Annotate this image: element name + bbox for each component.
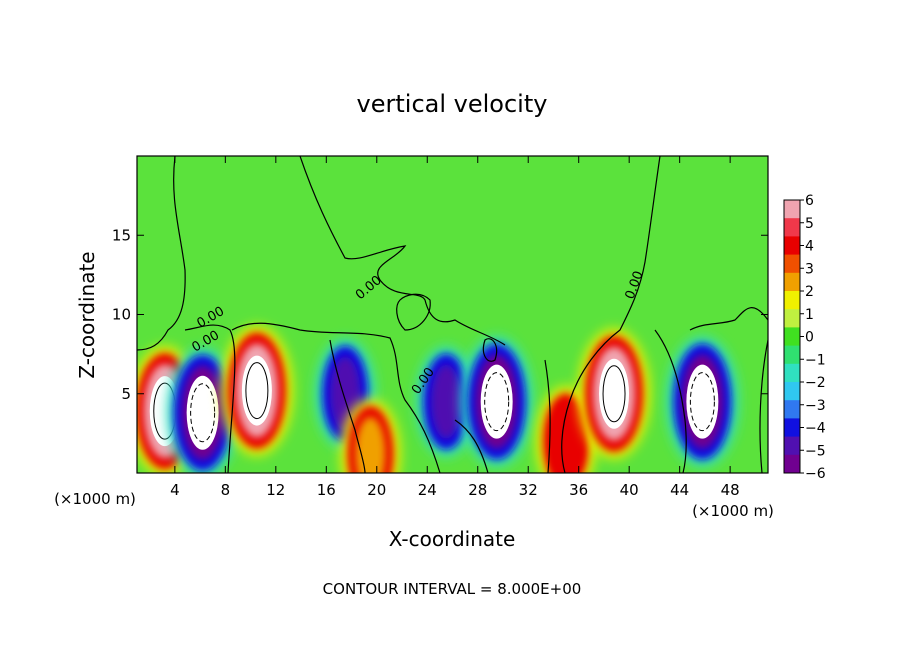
colorbar-tick-label: 0 bbox=[805, 330, 814, 346]
colorbar-tick-label: −4 bbox=[805, 421, 826, 437]
field-features bbox=[137, 325, 739, 473]
zero-contour-line bbox=[396, 293, 431, 331]
colorbar-tick-label: −2 bbox=[805, 375, 826, 391]
downdraft-peak bbox=[686, 364, 719, 439]
downdraft-contour bbox=[484, 372, 510, 432]
x-unit-label-right: (×1000 m) bbox=[692, 502, 774, 520]
colorbar-tick-label: −5 bbox=[805, 443, 826, 459]
colorbar-swatch bbox=[784, 327, 800, 347]
x-tick-label: 40 bbox=[620, 481, 639, 499]
downdraft-contour bbox=[190, 383, 216, 443]
zero-contour-line bbox=[454, 419, 489, 473]
colorbar: 6 5 4 3 2 1 0 −1 −2 −3 −4 −5 −6 bbox=[783, 193, 826, 482]
x-tick-label: 8 bbox=[221, 481, 231, 499]
x-tick-label: 48 bbox=[721, 481, 740, 499]
zero-contour-line bbox=[299, 156, 506, 346]
zero-contour-line bbox=[482, 338, 498, 362]
colorbar-swatch bbox=[784, 382, 800, 401]
zero-contour-line bbox=[544, 359, 551, 473]
y-axis-label: Z-coordinate bbox=[75, 251, 99, 378]
x-axis-label: X-coordinate bbox=[389, 527, 516, 551]
colorbar-tick-label: −3 bbox=[805, 398, 826, 414]
zero-contour-line bbox=[654, 329, 687, 473]
colorbar-swatch bbox=[784, 272, 800, 292]
downdraft-peak bbox=[186, 375, 219, 450]
zero-contour-line bbox=[184, 324, 236, 473]
x-tick-label: 16 bbox=[317, 481, 336, 499]
colorbar-swatch bbox=[784, 454, 800, 474]
colorbar-tick-label: 6 bbox=[805, 193, 814, 209]
colorbar-swatch bbox=[784, 291, 800, 310]
updraft-core bbox=[355, 416, 386, 473]
colorbar-swatch bbox=[784, 309, 800, 328]
x-tick-label: 32 bbox=[519, 481, 538, 499]
colorbar-tick-label: −6 bbox=[805, 466, 826, 482]
updraft-contour bbox=[602, 365, 626, 423]
y-tick-label: 15 bbox=[112, 226, 131, 244]
x-unit-label-left: (×1000 m) bbox=[54, 490, 136, 508]
colorbar-tick-label: 5 bbox=[805, 216, 814, 232]
y-tick-label: 10 bbox=[112, 306, 131, 324]
colorbar-tick-label: 2 bbox=[805, 284, 814, 300]
downdraft-contour bbox=[689, 372, 715, 432]
colorbar-swatch bbox=[784, 254, 800, 274]
y-tick-label: 5 bbox=[121, 385, 131, 403]
y-ticks: 5 10 15 bbox=[112, 226, 768, 403]
colorbar-swatch bbox=[784, 436, 800, 456]
x-tick-label: 4 bbox=[170, 481, 180, 499]
colorbar-swatch bbox=[784, 200, 800, 219]
zero-contour-line bbox=[231, 322, 441, 473]
colorbar-swatch bbox=[784, 236, 800, 256]
colorbar-swatch bbox=[784, 363, 800, 383]
zero-contour-line bbox=[689, 307, 768, 331]
updraft-contour bbox=[245, 362, 269, 420]
colorbar-swatch bbox=[784, 418, 800, 438]
zero-contour-line bbox=[759, 339, 768, 473]
updraft-peak bbox=[241, 355, 272, 426]
colorbar-tick-label: 1 bbox=[805, 307, 814, 323]
downdraft-core bbox=[431, 364, 462, 439]
downdraft-peak bbox=[480, 364, 513, 439]
x-ticks: 4 8 12 16 20 24 28 32 36 40 44 48 bbox=[170, 156, 740, 499]
x-tick-label: 24 bbox=[418, 481, 437, 499]
zero-contours bbox=[137, 156, 768, 473]
x-tick-label: 20 bbox=[367, 481, 386, 499]
x-tick-label: 44 bbox=[670, 481, 689, 499]
zero-contour-line bbox=[137, 156, 186, 351]
colorbar-swatch bbox=[784, 400, 800, 419]
updraft-peak bbox=[599, 358, 630, 429]
colorbar-tick-label: 3 bbox=[805, 261, 814, 277]
chart-title: vertical velocity bbox=[357, 90, 548, 118]
plot-area: 0.00 0.00 0.00 0.00 0.00 bbox=[137, 156, 768, 473]
contour-interval-note: CONTOUR INTERVAL = 8.000E+00 bbox=[323, 580, 582, 598]
x-tick-label: 28 bbox=[468, 481, 487, 499]
colorbar-swatch bbox=[784, 345, 800, 365]
zero-contour-line bbox=[561, 156, 661, 473]
colorbar-tick-label: −1 bbox=[805, 352, 826, 368]
colorbar-tick-label: 4 bbox=[805, 239, 814, 255]
zero-contour-line bbox=[329, 339, 366, 473]
x-tick-label: 12 bbox=[266, 481, 285, 499]
updraft-core bbox=[551, 404, 582, 473]
colorbar-swatch bbox=[784, 218, 800, 237]
x-tick-label: 36 bbox=[569, 481, 588, 499]
